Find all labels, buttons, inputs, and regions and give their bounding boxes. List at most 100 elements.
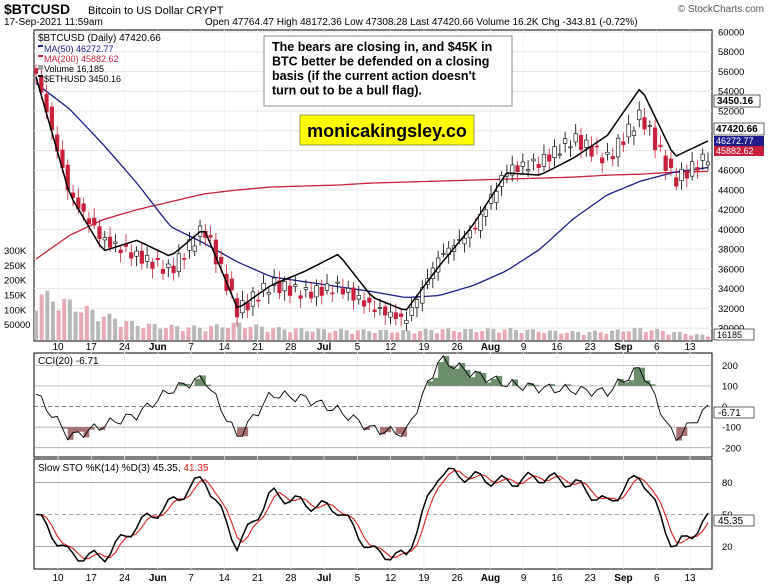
volume-bar — [186, 327, 191, 340]
volume-bar — [67, 299, 72, 340]
x-tick-label: Aug — [481, 342, 500, 353]
moving-averages — [35, 82, 709, 299]
x-tick-label: 16 — [551, 342, 563, 353]
candle-body — [245, 302, 250, 311]
volume-bar — [672, 332, 677, 340]
volume-bar — [327, 332, 332, 340]
cci-oversold-fill — [73, 427, 79, 433]
cci-overbought-fill — [549, 384, 556, 386]
candle-body — [256, 299, 261, 302]
candle-body — [409, 307, 414, 316]
volume-bar — [446, 328, 451, 340]
volume-bar — [226, 327, 230, 340]
candle-body — [309, 291, 314, 299]
sto-title-d: 41.35 — [181, 463, 209, 474]
eth-value-label: 3450.16 — [717, 96, 754, 107]
volume-bar — [135, 325, 140, 340]
volume-bars — [34, 290, 710, 340]
x-tick-label-bottom: 17 — [86, 573, 98, 584]
x-tick-label: 24 — [119, 342, 131, 353]
sto-d-line — [35, 470, 709, 560]
candle-body — [155, 258, 160, 260]
x-tick-label-bottom: 12 — [385, 573, 397, 584]
candle-body — [113, 241, 118, 244]
sto-value-label: 45.35 — [718, 516, 743, 527]
volume-bar — [310, 331, 315, 340]
candle-body — [573, 133, 578, 143]
volume-bar — [62, 298, 67, 340]
cci-overbought-fill — [633, 367, 640, 386]
volume-bar — [610, 330, 614, 340]
candle-body — [547, 154, 552, 162]
sto-panel — [33, 458, 713, 570]
volume-bar — [316, 328, 321, 340]
date-label: 17-Sep-2021 11:59am — [4, 17, 103, 28]
volume-bar — [700, 334, 705, 340]
cci-overbought-fill — [205, 384, 212, 386]
branding-text: monicakingsley.co — [307, 121, 467, 141]
cci-overbought-fill — [644, 380, 651, 386]
candle-body — [483, 209, 488, 217]
ma200-line — [35, 170, 709, 260]
cci-overbought-fill — [485, 382, 492, 386]
volume-bar — [338, 328, 343, 340]
volume-bar — [141, 328, 146, 340]
cci-tick-label: -200 — [722, 443, 741, 454]
x-tick-label-bottom: 5 — [355, 573, 361, 584]
eth-line-path — [35, 76, 709, 311]
cci-oversold-fill — [385, 427, 392, 433]
legend-ma50-swatch — [38, 45, 43, 47]
volume-bar — [107, 313, 112, 340]
volume-bar — [689, 335, 694, 340]
candle-body — [652, 127, 658, 151]
cci-oversold-fill — [67, 427, 74, 440]
volume-bar — [615, 329, 620, 340]
sto-title: Slow STO %K(14) %D(3) 45.35, 41.35 — [38, 463, 209, 474]
sto-tick-label: 80 — [722, 478, 733, 489]
x-tick-label-bottom: 7 — [188, 573, 194, 584]
x-tick-label-bottom: 14 — [219, 573, 231, 584]
candle-body — [674, 177, 679, 187]
x-tick-label: 5 — [355, 342, 361, 353]
x-tick-label-bottom: 19 — [418, 573, 430, 584]
price-tick-label: 34000 — [718, 284, 744, 295]
volume-bar — [581, 334, 586, 340]
volume-bar — [130, 320, 134, 340]
candle-body — [388, 311, 393, 318]
candle-body — [557, 153, 562, 156]
price-tick-label: 52000 — [718, 106, 744, 117]
annotation-line: basis (if the current action doesn't — [272, 69, 477, 83]
candle-body — [637, 109, 642, 121]
sto-value-box — [713, 514, 755, 527]
candle-body — [541, 154, 547, 167]
volume-bar — [536, 331, 541, 340]
volume-bar — [96, 321, 101, 340]
candle-body — [293, 284, 298, 287]
volume-bar — [485, 328, 490, 340]
cci-overbought-fill — [184, 383, 190, 386]
volume-bar — [440, 329, 445, 340]
candle-body — [658, 144, 663, 147]
volume-bar — [649, 330, 654, 340]
ma50-value-box — [714, 136, 764, 146]
candle-body — [92, 217, 97, 226]
volume-bar — [203, 331, 208, 340]
x-tick-label: 28 — [285, 342, 297, 353]
cci-overbought-fill — [528, 382, 534, 386]
x-tick-label: 21 — [252, 342, 264, 353]
volume-bar — [666, 334, 671, 340]
cci-overbought-fill — [454, 368, 460, 386]
volume-bar — [389, 332, 394, 340]
x-tick-label: 7 — [188, 342, 194, 353]
cci-tick-label: -100 — [722, 423, 741, 434]
candle-body — [81, 203, 86, 212]
volume-bar — [480, 331, 485, 340]
legend-ma50: MA(50) 46272.77 — [44, 44, 114, 54]
candle-body — [584, 139, 589, 148]
x-tick-label: 19 — [418, 342, 430, 353]
volume-bar — [547, 330, 552, 340]
price-tick-label: 38000 — [718, 245, 744, 256]
volume-bar — [175, 326, 180, 340]
volume-bar — [84, 305, 89, 340]
